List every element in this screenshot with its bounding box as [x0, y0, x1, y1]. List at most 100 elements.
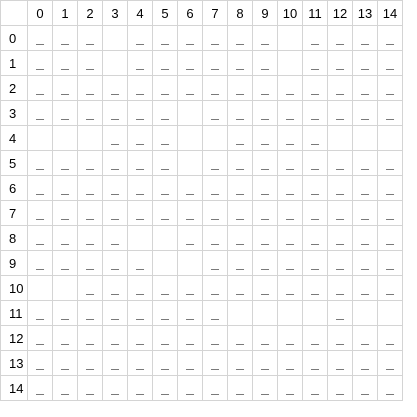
grid-cell[interactable]: _ [177, 275, 203, 301]
grid-cell[interactable]: _ [127, 150, 153, 176]
grid-cell[interactable] [202, 125, 228, 151]
grid-cell[interactable]: _ [152, 25, 178, 51]
grid-cell[interactable]: _ [77, 50, 103, 76]
grid-cell[interactable]: _ [152, 50, 178, 76]
grid-cell[interactable]: _ [27, 75, 53, 101]
grid-cell[interactable]: _ [227, 275, 253, 301]
grid-cell[interactable]: _ [102, 75, 128, 101]
grid-cell[interactable]: _ [127, 200, 153, 226]
grid-cell[interactable]: _ [152, 125, 178, 151]
grid-cell[interactable]: _ [27, 150, 53, 176]
grid-cell[interactable]: _ [127, 275, 153, 301]
grid-cell[interactable]: _ [352, 350, 378, 376]
grid-cell[interactable]: _ [252, 325, 278, 351]
grid-cell[interactable]: _ [327, 375, 353, 401]
grid-cell[interactable]: _ [77, 200, 103, 226]
grid-cell[interactable]: _ [52, 375, 78, 401]
grid-cell[interactable]: _ [302, 350, 328, 376]
grid-cell[interactable]: _ [177, 225, 203, 251]
grid-cell[interactable]: _ [77, 350, 103, 376]
grid-cell[interactable]: _ [27, 350, 53, 376]
grid-cell[interactable]: _ [127, 350, 153, 376]
grid-cell[interactable]: _ [152, 300, 178, 326]
row-header-12[interactable]: 12 [0, 325, 28, 351]
grid-cell[interactable]: _ [277, 225, 303, 251]
grid-cell[interactable]: _ [327, 150, 353, 176]
grid-cell[interactable]: _ [227, 325, 253, 351]
grid-cell[interactable]: _ [102, 375, 128, 401]
grid-cell[interactable]: _ [302, 150, 328, 176]
grid-cell[interactable]: _ [52, 100, 78, 126]
grid-cell[interactable]: _ [277, 325, 303, 351]
grid-cell[interactable]: _ [302, 225, 328, 251]
grid-cell[interactable]: _ [377, 100, 403, 126]
grid-cell[interactable]: _ [202, 275, 228, 301]
grid-cell[interactable]: _ [377, 225, 403, 251]
grid-cell[interactable] [177, 250, 203, 276]
column-header-10[interactable]: 10 [277, 0, 303, 26]
grid-cell[interactable]: _ [202, 300, 228, 326]
grid-cell[interactable]: _ [202, 325, 228, 351]
row-header-7[interactable]: 7 [0, 200, 28, 226]
grid-cell[interactable]: _ [252, 175, 278, 201]
grid-cell[interactable]: _ [277, 75, 303, 101]
grid-cell[interactable]: _ [277, 175, 303, 201]
grid-cell[interactable]: _ [352, 100, 378, 126]
row-header-1[interactable]: 1 [0, 50, 28, 76]
grid-cell[interactable]: _ [302, 50, 328, 76]
grid-cell[interactable]: _ [352, 50, 378, 76]
column-header-6[interactable]: 6 [177, 0, 203, 26]
grid-cell[interactable] [302, 300, 328, 326]
grid-cell[interactable]: _ [327, 225, 353, 251]
grid-cell[interactable]: _ [227, 50, 253, 76]
grid-cell[interactable]: _ [152, 200, 178, 226]
grid-cell[interactable]: _ [52, 150, 78, 176]
grid-cell[interactable] [352, 300, 378, 326]
grid-cell[interactable]: _ [202, 100, 228, 126]
grid-cell[interactable] [102, 25, 128, 51]
row-header-0[interactable]: 0 [0, 25, 28, 51]
grid-cell[interactable]: _ [327, 300, 353, 326]
grid-cell[interactable]: _ [27, 25, 53, 51]
grid-cell[interactable]: _ [277, 350, 303, 376]
row-header-5[interactable]: 5 [0, 150, 28, 176]
grid-cell[interactable]: _ [177, 325, 203, 351]
grid-cell[interactable]: _ [377, 50, 403, 76]
grid-cell[interactable]: _ [227, 25, 253, 51]
grid-cell[interactable]: _ [327, 50, 353, 76]
grid-cell[interactable]: _ [252, 25, 278, 51]
grid-cell[interactable]: _ [27, 175, 53, 201]
grid-cell[interactable]: _ [227, 175, 253, 201]
grid-cell[interactable]: _ [302, 75, 328, 101]
grid-cell[interactable]: _ [52, 300, 78, 326]
grid-cell[interactable]: _ [277, 275, 303, 301]
grid-cell[interactable] [52, 125, 78, 151]
grid-cell[interactable]: _ [152, 100, 178, 126]
grid-cell[interactable]: _ [302, 200, 328, 226]
grid-cell[interactable]: _ [277, 250, 303, 276]
grid-cell[interactable]: _ [127, 300, 153, 326]
grid-cell[interactable]: _ [177, 200, 203, 226]
grid-cell[interactable]: _ [302, 250, 328, 276]
grid-cell[interactable]: _ [252, 250, 278, 276]
grid-cell[interactable]: _ [52, 350, 78, 376]
grid-cell[interactable]: _ [77, 275, 103, 301]
grid-cell[interactable]: _ [352, 375, 378, 401]
grid-cell[interactable]: _ [377, 200, 403, 226]
grid-cell[interactable]: _ [227, 200, 253, 226]
grid-cell[interactable] [27, 275, 53, 301]
grid-cell[interactable]: _ [227, 250, 253, 276]
grid-cell[interactable]: _ [127, 125, 153, 151]
grid-cell[interactable]: _ [227, 125, 253, 151]
grid-cell[interactable]: _ [202, 75, 228, 101]
grid-cell[interactable]: _ [352, 325, 378, 351]
column-header-9[interactable]: 9 [252, 0, 278, 26]
row-header-10[interactable]: 10 [0, 275, 28, 301]
grid-cell[interactable]: _ [102, 175, 128, 201]
column-header-1[interactable]: 1 [52, 0, 78, 26]
grid-cell[interactable] [27, 125, 53, 151]
grid-cell[interactable]: _ [277, 150, 303, 176]
grid-cell[interactable]: _ [127, 25, 153, 51]
column-header-2[interactable]: 2 [77, 0, 103, 26]
grid-cell[interactable]: _ [202, 50, 228, 76]
